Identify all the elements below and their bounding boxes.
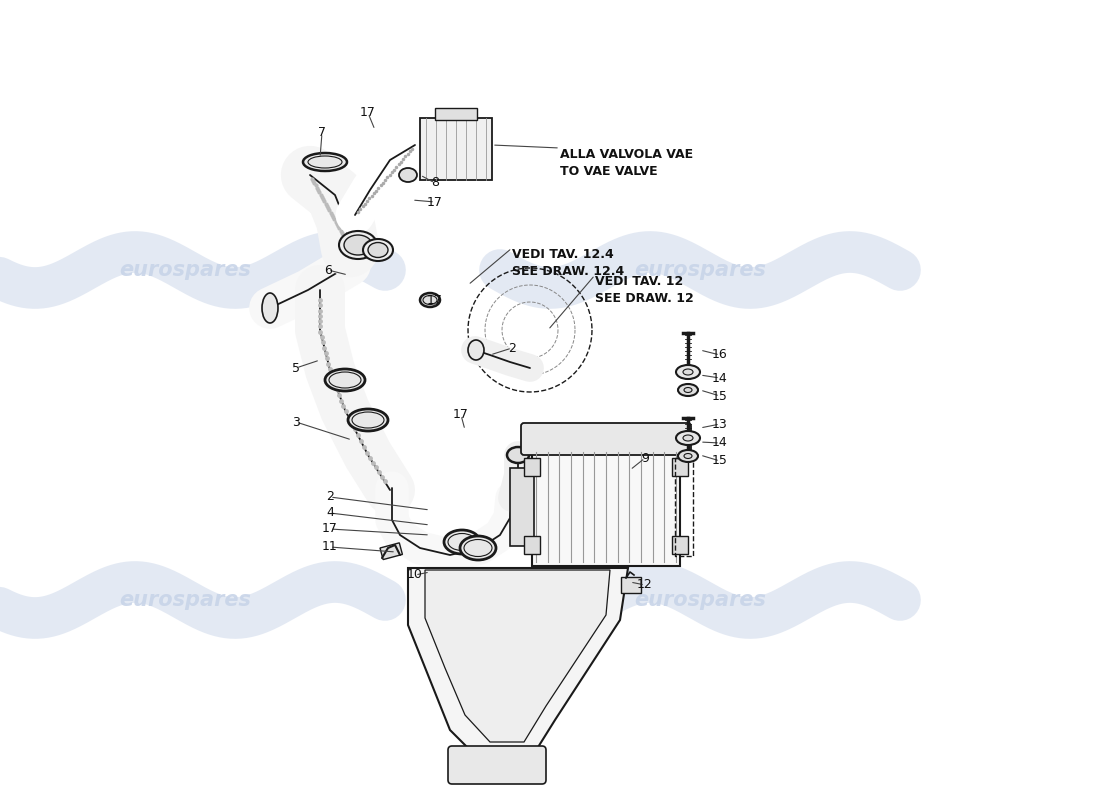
- Ellipse shape: [684, 454, 692, 458]
- FancyBboxPatch shape: [621, 577, 641, 593]
- Text: 15: 15: [712, 454, 728, 467]
- Text: eurospares: eurospares: [119, 590, 251, 610]
- Ellipse shape: [363, 239, 393, 261]
- Text: 10: 10: [407, 569, 422, 582]
- Ellipse shape: [348, 409, 388, 431]
- Bar: [524, 458, 540, 476]
- Ellipse shape: [676, 365, 700, 379]
- Bar: [672, 458, 688, 476]
- Polygon shape: [425, 570, 610, 742]
- Ellipse shape: [678, 450, 698, 462]
- Ellipse shape: [678, 384, 698, 396]
- Ellipse shape: [399, 168, 417, 182]
- Text: 11: 11: [322, 541, 338, 554]
- Ellipse shape: [683, 369, 693, 375]
- Ellipse shape: [676, 431, 700, 445]
- Text: 17: 17: [427, 294, 443, 306]
- Bar: [420, 118, 492, 180]
- Text: 4: 4: [326, 506, 334, 519]
- Text: 15: 15: [712, 390, 728, 402]
- Text: 9: 9: [641, 451, 649, 465]
- Text: 16: 16: [712, 349, 728, 362]
- Ellipse shape: [684, 387, 692, 393]
- Ellipse shape: [302, 153, 346, 171]
- Ellipse shape: [420, 293, 440, 307]
- Bar: [672, 536, 688, 554]
- Ellipse shape: [368, 242, 388, 258]
- Ellipse shape: [339, 231, 377, 259]
- Ellipse shape: [324, 369, 365, 391]
- Text: 3: 3: [293, 415, 300, 429]
- Text: VEDI TAV. 12.4
SEE DRAW. 12.4: VEDI TAV. 12.4 SEE DRAW. 12.4: [512, 248, 625, 278]
- Text: 6: 6: [324, 263, 332, 277]
- Ellipse shape: [468, 340, 484, 360]
- Text: 17: 17: [427, 195, 443, 209]
- Text: 17: 17: [322, 522, 338, 535]
- Text: ALLA VALVOLA VAE
TO VAE VALVE: ALLA VALVOLA VAE TO VAE VALVE: [560, 148, 693, 178]
- FancyBboxPatch shape: [448, 746, 546, 784]
- Text: 14: 14: [712, 437, 728, 450]
- Text: 17: 17: [360, 106, 376, 119]
- Text: eurospares: eurospares: [634, 590, 766, 610]
- Text: 7: 7: [318, 126, 326, 139]
- Text: 8: 8: [431, 177, 439, 190]
- Text: eurospares: eurospares: [119, 260, 251, 280]
- Text: eurospares: eurospares: [634, 260, 766, 280]
- Text: VEDI TAV. 12
SEE DRAW. 12: VEDI TAV. 12 SEE DRAW. 12: [595, 275, 694, 305]
- Bar: [379, 543, 403, 559]
- Text: 14: 14: [712, 371, 728, 385]
- FancyBboxPatch shape: [521, 423, 691, 455]
- Text: 12: 12: [637, 578, 653, 591]
- Text: 13: 13: [712, 418, 728, 430]
- Bar: [434, 108, 477, 120]
- Bar: [524, 536, 540, 554]
- Polygon shape: [408, 568, 628, 760]
- Ellipse shape: [344, 235, 372, 255]
- Ellipse shape: [460, 536, 496, 560]
- Ellipse shape: [262, 293, 278, 323]
- Ellipse shape: [683, 435, 693, 441]
- Text: 2: 2: [326, 490, 334, 503]
- Text: 2: 2: [508, 342, 516, 354]
- Ellipse shape: [444, 530, 480, 554]
- Bar: [510, 468, 534, 546]
- Text: 17: 17: [453, 409, 469, 422]
- Bar: [532, 448, 680, 566]
- Text: 5: 5: [292, 362, 300, 374]
- Ellipse shape: [507, 447, 529, 463]
